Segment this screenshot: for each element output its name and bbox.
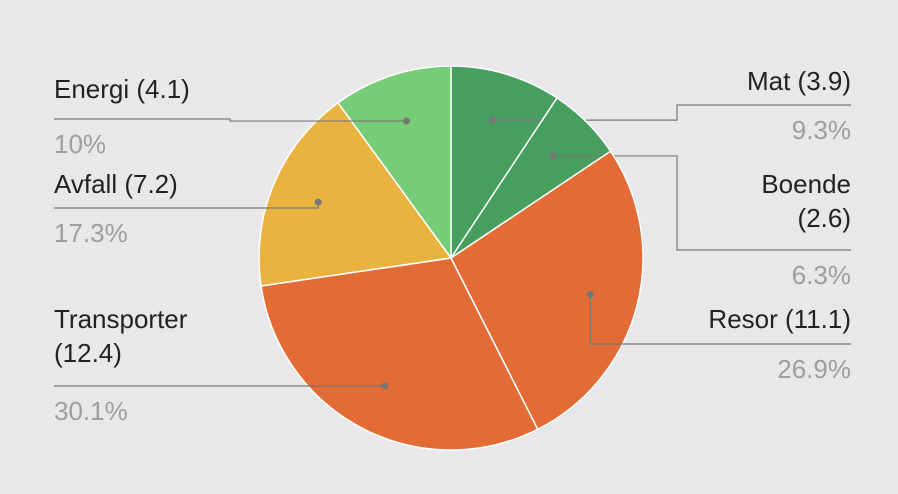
pie-slice xyxy=(450,65,559,261)
leader-line xyxy=(552,155,851,251)
pie-slice xyxy=(258,101,453,287)
pie-slice xyxy=(337,65,452,261)
slice-label: Energi (4.1) xyxy=(54,74,190,104)
slice-label: Boende (2.6) xyxy=(761,169,851,233)
slice-percent: 6.3% xyxy=(791,260,851,290)
leader-line xyxy=(589,294,851,345)
pie-slice xyxy=(260,257,539,451)
slice-percent: 17.3% xyxy=(54,218,128,248)
slice-label: Mat (3.9) xyxy=(746,66,851,96)
slice-label: Transporter (12.4) xyxy=(54,304,188,368)
slice-label: Resor (11.1) xyxy=(708,304,851,334)
pie-slice xyxy=(450,150,644,431)
slice-percent: 30.1% xyxy=(54,396,128,426)
slice-percent: 10% xyxy=(54,129,107,159)
leader-dot xyxy=(489,116,497,124)
leader-dot xyxy=(549,152,557,160)
leader-dot xyxy=(381,382,389,390)
leader-line xyxy=(54,118,407,122)
slice-label: Avfall (7.2) xyxy=(54,169,178,199)
slice-percent: 26.9% xyxy=(777,354,851,384)
slice-percent: 9.3% xyxy=(791,115,851,145)
leader-dot xyxy=(586,291,594,299)
leader-dot xyxy=(314,198,322,206)
leader-dot xyxy=(402,117,410,125)
